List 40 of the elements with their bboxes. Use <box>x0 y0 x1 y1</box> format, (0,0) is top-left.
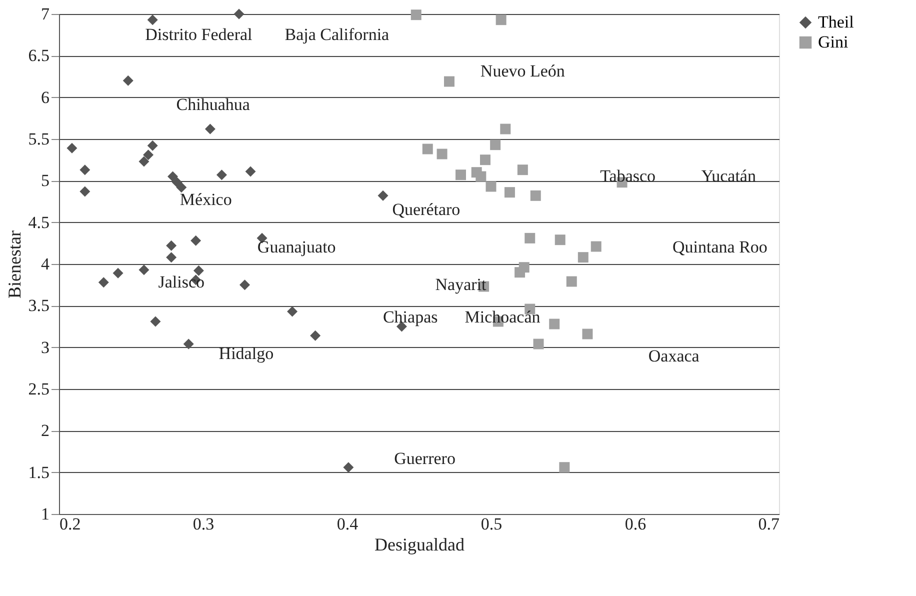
y-tick-label: 7 <box>41 4 50 24</box>
annotation: Tabasco <box>600 166 656 186</box>
annotation: Oaxaca <box>648 346 700 366</box>
annotation: Jalisco <box>158 272 205 292</box>
annotation: Querétaro <box>392 200 460 219</box>
annotation: Quintana Roo <box>672 237 768 256</box>
annotation: Baja California <box>284 24 390 44</box>
y-tick-label: 6 <box>41 88 50 107</box>
y-tick-label: 4 <box>41 254 50 274</box>
y-tick-label: 1.5 <box>28 462 50 482</box>
annotation: Chihuahua <box>176 94 250 114</box>
x-tick-label: 0.3 <box>192 514 214 534</box>
x-tick-label: 0.4 <box>336 514 359 534</box>
y-tick-label: 3 <box>41 338 50 357</box>
x-axis-title: Desigualdad <box>374 534 464 554</box>
y-tick-label: 3.5 <box>28 296 50 316</box>
y-tick-label: 5 <box>41 171 50 190</box>
y-tick-label: 6.5 <box>28 46 50 66</box>
y-tick-label: 2.5 <box>28 380 50 398</box>
annotation: Nuevo León <box>480 62 566 80</box>
y-tick-label: 1 <box>41 504 50 524</box>
annotation: Chiapas <box>382 307 438 326</box>
annotation: Distrito Federal <box>145 24 253 44</box>
y-axis-title: Bienestar <box>4 230 24 298</box>
annotation: México <box>180 190 232 209</box>
annotation: Yucatán <box>701 166 756 186</box>
annotation: Michoacán <box>464 307 541 326</box>
legend-label: Theil <box>818 12 854 32</box>
legend-label: Gini <box>818 32 848 52</box>
y-tick-label: 5.5 <box>28 130 50 148</box>
x-tick-label: 0.7 <box>758 514 780 534</box>
annotation: Nayarit <box>435 274 487 294</box>
annotation: Hidalgo <box>218 344 274 363</box>
annotation: Guerrero <box>394 449 456 468</box>
x-tick-label: 0.5 <box>480 514 502 534</box>
annotation: Guanajuato <box>257 237 336 256</box>
x-tick-label: 0.6 <box>624 514 646 534</box>
y-tick-label: 2 <box>41 421 50 440</box>
y-tick-label: 4.5 <box>28 212 50 232</box>
x-tick-label: 0.2 <box>60 514 81 534</box>
